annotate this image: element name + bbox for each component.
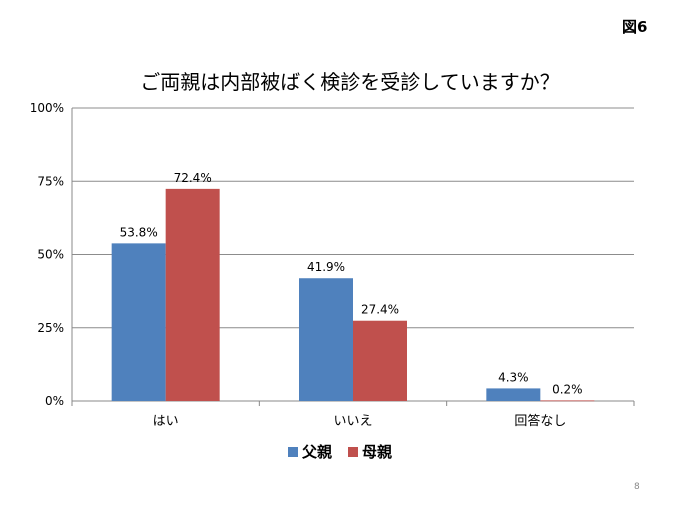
- figure-label: 図6: [622, 18, 648, 36]
- legend-label-mother: 母親: [362, 443, 393, 461]
- legend-swatch-mother: [348, 446, 358, 457]
- legend-swatch-father: [287, 446, 298, 457]
- bar: [111, 243, 166, 401]
- page-number: 8: [634, 482, 640, 492]
- legend: 父親 母親: [0, 441, 680, 462]
- category-label: 回答なし: [514, 413, 566, 429]
- y-tick-label: 50%: [37, 248, 64, 262]
- data-label: 53.8%: [120, 225, 158, 239]
- legend-item-father: 父親: [287, 441, 332, 462]
- data-label: 27.4%: [361, 303, 399, 317]
- y-tick-label: 75%: [37, 174, 64, 188]
- legend-label-father: 父親: [301, 443, 332, 461]
- bar: [540, 400, 595, 402]
- data-label: 41.9%: [307, 260, 345, 274]
- category-label: はい: [153, 414, 179, 429]
- data-label: 72.4%: [174, 171, 212, 185]
- bar: [353, 320, 407, 401]
- category-label: いいえ: [333, 414, 372, 429]
- chart-title: ご両親は内部被ばく検診を受診していますか？: [140, 70, 560, 94]
- data-label: 0.2%: [552, 382, 583, 396]
- bar: [299, 278, 353, 401]
- y-tick-label: 25%: [37, 321, 64, 335]
- data-label: 4.3%: [498, 370, 529, 384]
- y-tick-label: 100%: [30, 101, 64, 115]
- bar: [486, 388, 541, 401]
- bar: [165, 188, 220, 401]
- y-tick-label: 0%: [45, 394, 64, 408]
- legend-item-mother: 母親: [348, 441, 392, 462]
- bar-chart: 0% 25% 50% 75% 100% 53.8% 72.4% はい 41.9% 27.4% いいえ…: [30, 101, 635, 429]
